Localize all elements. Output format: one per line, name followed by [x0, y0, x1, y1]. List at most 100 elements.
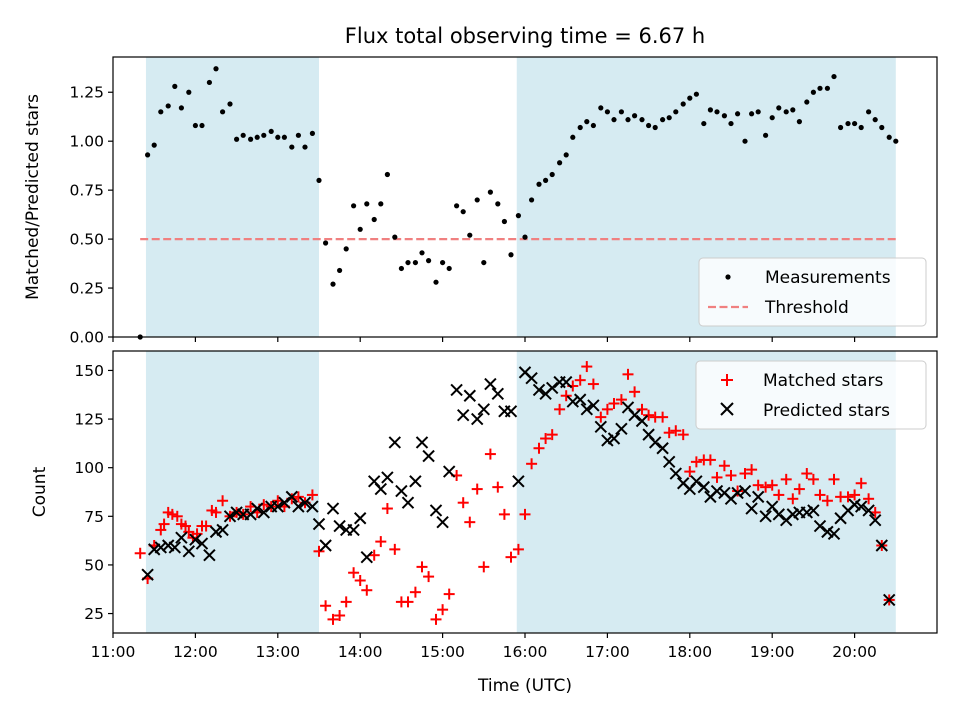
legend-matched-marker [721, 374, 733, 386]
ratio-point [412, 259, 419, 266]
predicted-star-point [545, 381, 559, 395]
ratio-point [419, 250, 425, 256]
ratio-point [714, 109, 720, 115]
ratio-point [515, 213, 522, 219]
matched-star-point [217, 495, 229, 507]
predicted-star-point [745, 502, 758, 515]
predicted-star-point [759, 510, 772, 523]
predicted-star-point [401, 496, 415, 509]
matched-star-point [402, 596, 414, 608]
matched-star-point [807, 473, 819, 485]
ratio-point [543, 177, 549, 183]
predicted-star-point [690, 475, 703, 488]
predicted-star-point [862, 504, 875, 517]
matched-star-point [629, 386, 641, 398]
predicted-star-point [594, 420, 608, 434]
predicted-star-point [353, 512, 367, 525]
matched-star-point [183, 526, 195, 538]
predicted-star-point [504, 405, 518, 418]
matched-star-point [158, 518, 170, 530]
ratio-point [454, 203, 460, 209]
ratio-point [343, 246, 349, 252]
ratio-point [598, 105, 604, 111]
predicted-star-point [388, 436, 402, 449]
matched-star-point [306, 489, 318, 501]
predicted-star-point [484, 377, 497, 391]
matched-star-point [498, 508, 510, 520]
ratio-point [248, 136, 254, 142]
predicted-star-point [615, 422, 628, 436]
predicted-star-point [347, 523, 360, 537]
ratio-point [590, 122, 596, 129]
xtick-label: 15:00 [420, 643, 465, 661]
ratio-legend: Measurements Threshold [698, 257, 927, 327]
count-xlabel: Time (UTC) [477, 676, 572, 696]
predicted-star-point [175, 531, 188, 544]
matched-star-point [375, 536, 387, 548]
ratio-point [728, 120, 734, 127]
ratio-point [701, 120, 707, 127]
predicted-star-point [422, 449, 435, 463]
legend-measurements-label: Measurements [765, 268, 891, 288]
ratio-point [693, 91, 699, 97]
ratio-point [625, 117, 631, 123]
count-ytick-label: 75 [84, 508, 104, 526]
matched-star-point [746, 464, 758, 476]
matched-star-point [389, 543, 401, 555]
matched-star-point [200, 520, 212, 532]
predicted-star-point [216, 523, 229, 537]
ratio-ytick-label: 0.00 [69, 329, 104, 347]
count-ytick-label: 125 [74, 411, 104, 429]
predicted-star-point [168, 541, 182, 554]
ratio-point [206, 79, 213, 86]
ratio-point [405, 259, 411, 266]
ratio-point [845, 120, 851, 127]
matched-star-point [643, 409, 655, 421]
ratio-point [646, 122, 652, 129]
predicted-star-point [731, 486, 744, 500]
matched-star-point [471, 483, 483, 495]
predicted-star-point [574, 393, 587, 406]
ratio-point [666, 115, 672, 121]
xtick-label: 19:00 [750, 643, 795, 661]
ratio-point [398, 265, 404, 272]
predicted-star-point [298, 496, 312, 509]
matched-star-point [484, 448, 496, 460]
ratio-point [837, 124, 844, 131]
ratio-point [145, 152, 151, 158]
xtick-label: 20:00 [832, 643, 877, 661]
matched-star-point [766, 479, 778, 491]
predicted-star-point [669, 467, 682, 480]
matched-star-point [560, 390, 572, 402]
count-shade-0 [145, 351, 319, 633]
ratio-legend-box [698, 257, 927, 327]
ratio-point [536, 181, 542, 187]
predicted-star-point [463, 389, 476, 402]
predicted-star-point [415, 436, 429, 449]
ratio-point [796, 119, 802, 125]
predicted-star-point [333, 519, 346, 533]
ratio-point [261, 132, 267, 138]
count-legend-box [695, 360, 927, 430]
matched-star-point [574, 374, 586, 386]
predicted-star-point [292, 500, 305, 513]
predicted-star-point [525, 372, 538, 385]
ratio-point [295, 132, 301, 138]
ratio-point [508, 252, 514, 258]
ratio-point [371, 216, 377, 223]
ratio-point [763, 132, 769, 138]
matched-star-point [443, 588, 455, 600]
matched-star-point [526, 458, 538, 470]
predicted-star-point [250, 502, 264, 515]
predicted-star-point [656, 442, 669, 455]
ratio-point [557, 160, 563, 166]
predicted-star-point [409, 475, 422, 488]
ratio-point [804, 99, 810, 105]
matched-star-point [478, 561, 490, 573]
matched-star-point [381, 503, 393, 515]
matched-star-point [340, 596, 352, 608]
ratio-point [618, 109, 625, 115]
ratio-point [316, 177, 322, 183]
ratio-point [495, 201, 501, 207]
matched-star-point [801, 468, 813, 480]
